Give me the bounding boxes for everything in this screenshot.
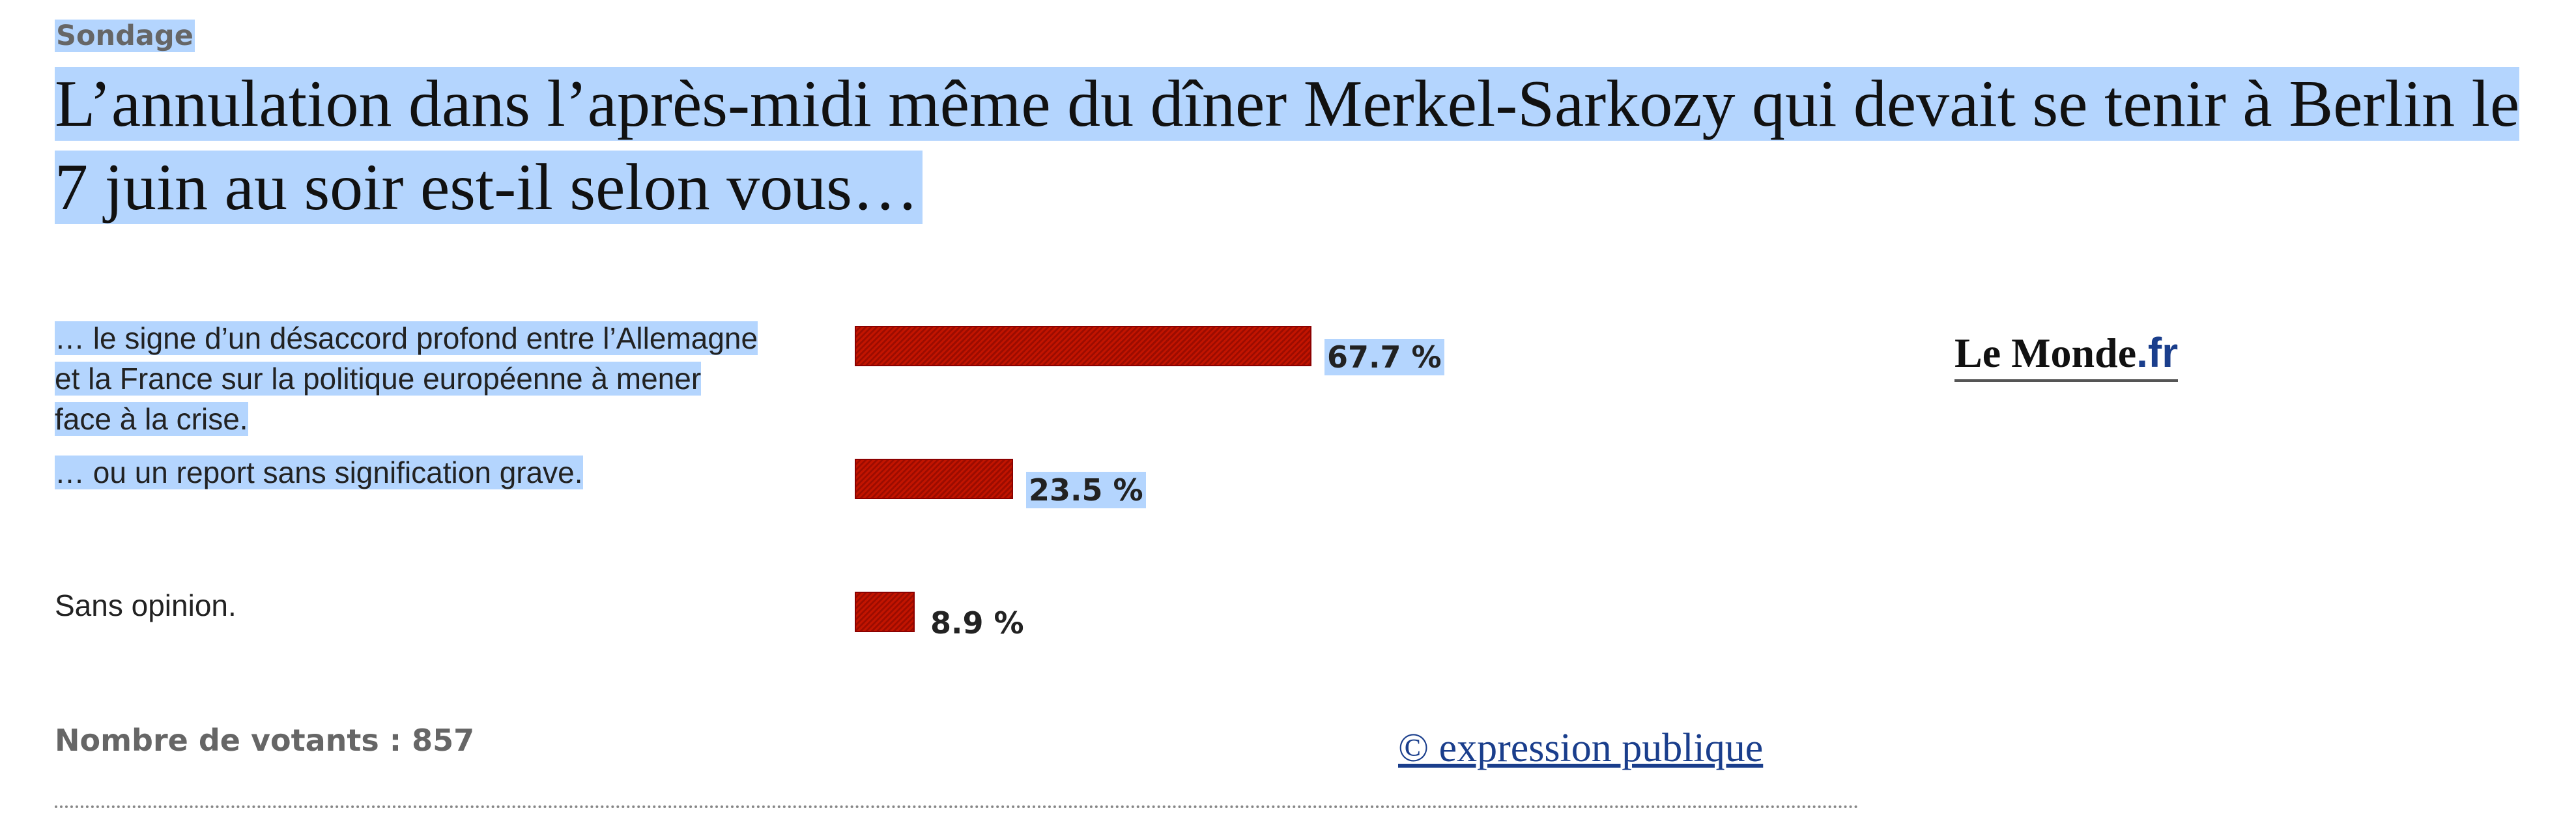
result-bar-3 [855, 592, 915, 632]
result-bar-2 [855, 459, 1013, 499]
section-kicker: Sondage [55, 20, 195, 52]
answer-label-2: … ou un report sans signification grave. [55, 452, 856, 493]
result-percent-2: 23.5 % [1026, 472, 1146, 508]
poll-question-text: L’annulation dans l’après-midi même du d… [55, 67, 2520, 224]
poll-question: L’annulation dans l’après-midi même du d… [55, 63, 2556, 229]
le-monde-logo[interactable]: Le Monde.fr [1954, 329, 2179, 382]
logo-main: Le Monde [1954, 330, 2137, 376]
answer-label-3: Sans opinion. [55, 585, 856, 626]
dotted-divider [55, 805, 1859, 808]
result-bar-1 [855, 326, 1311, 366]
answer-3-line-1: Sans opinion. [55, 588, 236, 622]
result-percent-3: 8.9 % [930, 605, 1024, 641]
answer-2-line-1: … ou un report sans signification grave. [55, 456, 583, 489]
logo-suffix: .fr [2136, 329, 2179, 376]
answer-1-line-2: et la France sur la politique européenne… [55, 362, 702, 396]
answer-1-line-1: … le signe d’un désaccord profond entre … [55, 321, 758, 355]
answer-1-line-3: face à la crise. [55, 402, 248, 436]
answer-label-1: … le signe d’un désaccord profond entre … [55, 318, 856, 439]
result-percent-1: 67.7 % [1324, 339, 1444, 375]
expression-publique-link[interactable]: © expression publique [1398, 726, 1764, 770]
vote-count: Nombre de votants : 857 [55, 723, 475, 758]
